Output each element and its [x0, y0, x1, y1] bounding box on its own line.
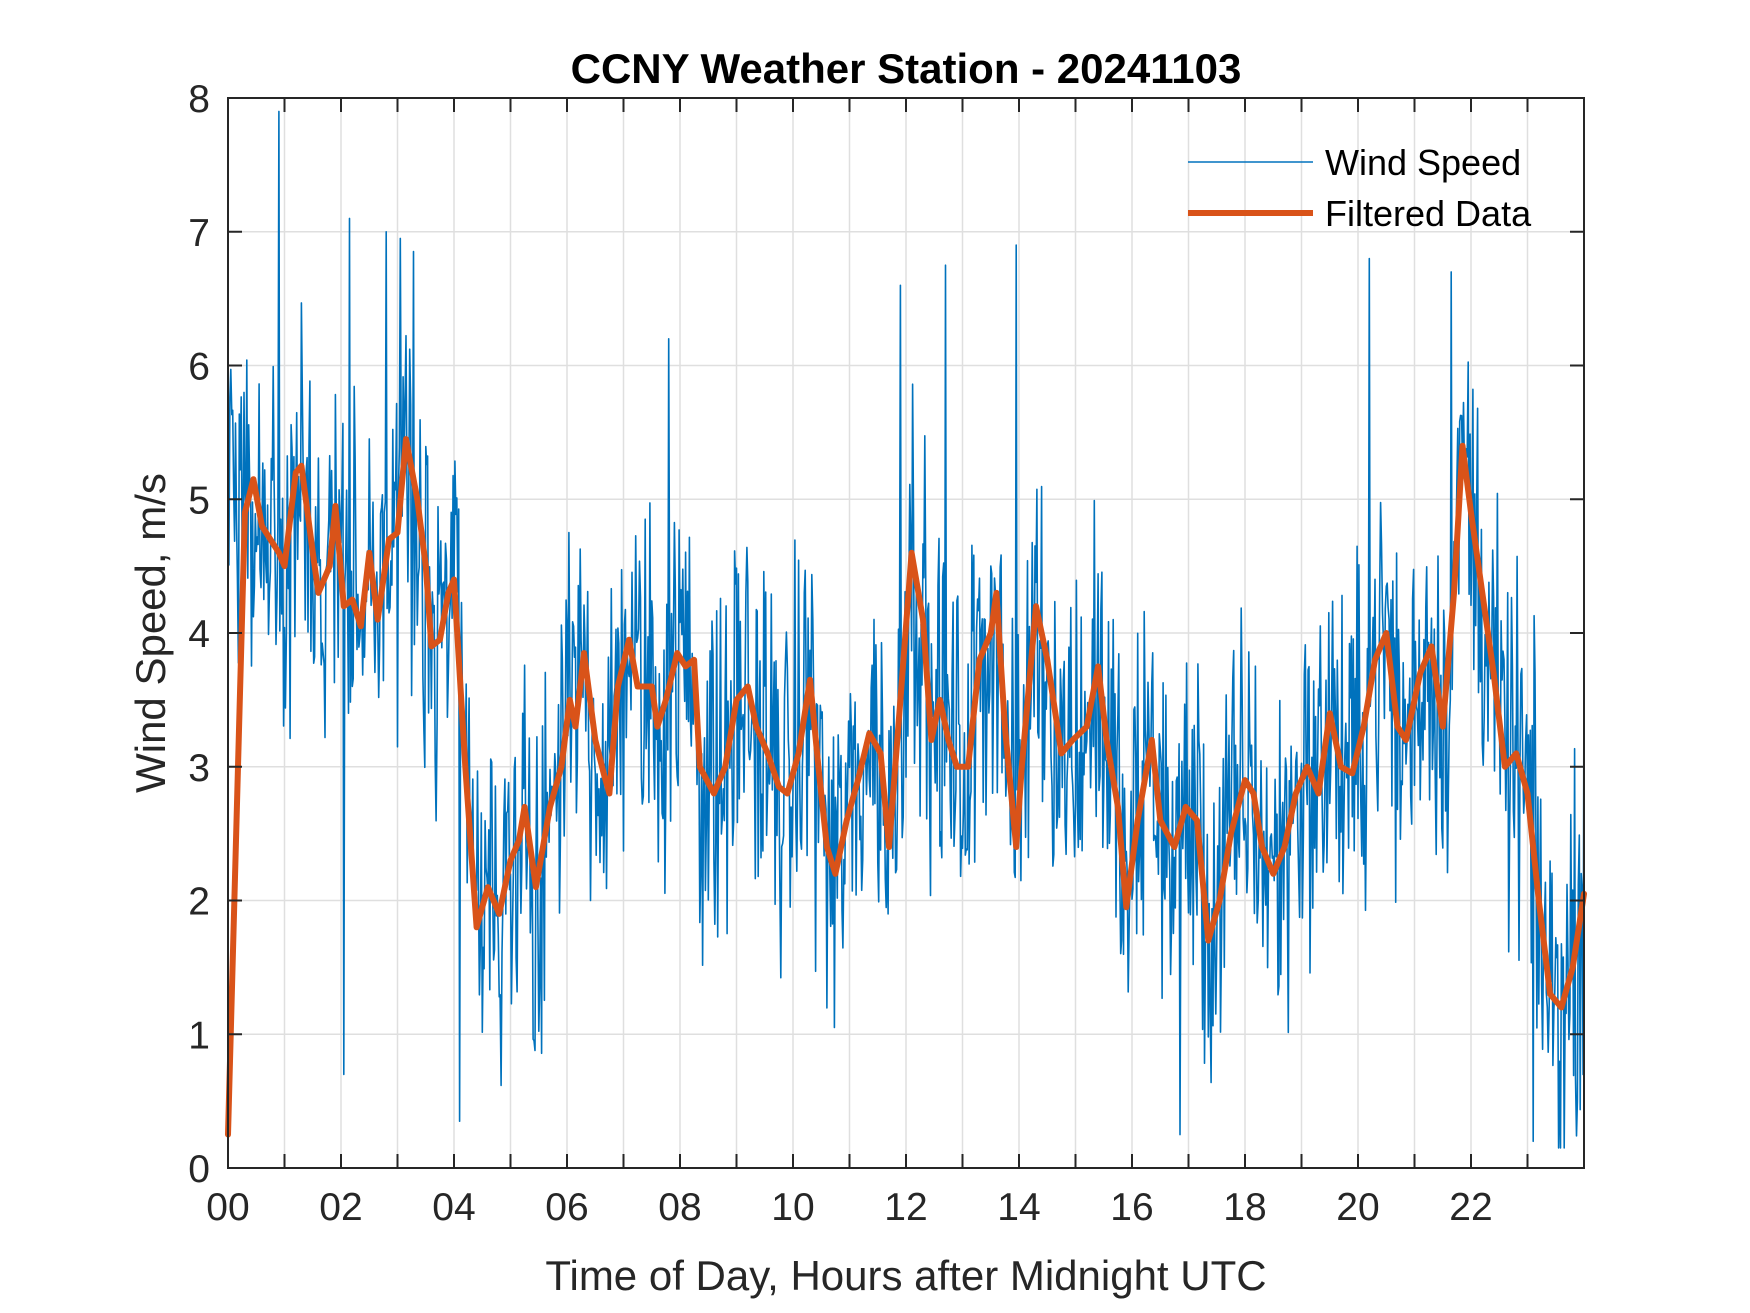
- legend: Wind Speed Filtered Data: [1188, 142, 1532, 234]
- filtered-data-line: [225, 436, 1587, 1138]
- axis-ticks: [228, 97, 1584, 1169]
- x-tick-label: 00: [206, 1186, 249, 1229]
- x-tick-label: 14: [997, 1186, 1040, 1229]
- x-axis-label: Time of Day, Hours after Midnight UTC: [545, 1252, 1266, 1299]
- y-tick-label: 7: [188, 212, 210, 255]
- x-tick-label: 22: [1449, 1186, 1492, 1229]
- y-tick-label: 3: [188, 747, 210, 790]
- y-tick-label: 4: [188, 613, 210, 656]
- y-tick-label: 2: [188, 881, 210, 924]
- y-tick-label: 1: [188, 1014, 210, 1057]
- x-tick-label: 10: [771, 1186, 814, 1229]
- y-axis-label: Wind Speed, m/s: [127, 473, 174, 793]
- x-axis-tick-labels: 00 02 04 06 08 10 12 14 16 18 20 22: [206, 1186, 1492, 1229]
- x-tick-label: 04: [432, 1186, 475, 1229]
- chart-title: CCNY Weather Station - 20241103: [571, 45, 1242, 92]
- y-tick-label: 0: [188, 1148, 210, 1191]
- y-tick-label: 8: [188, 78, 210, 121]
- x-tick-label: 16: [1110, 1186, 1153, 1229]
- legend-label-wind-speed: Wind Speed: [1325, 142, 1521, 183]
- x-tick-label: 18: [1223, 1186, 1266, 1229]
- series-filtered-data: [225, 436, 1587, 1138]
- x-tick-label: 08: [658, 1186, 701, 1229]
- x-tick-label: 06: [545, 1186, 588, 1229]
- legend-label-filtered-data: Filtered Data: [1325, 193, 1532, 234]
- x-tick-label: 20: [1336, 1186, 1379, 1229]
- y-tick-label: 5: [188, 479, 210, 522]
- y-axis-tick-labels: 0 1 2 3 4 5 6 7 8: [188, 78, 210, 1191]
- y-tick-label: 6: [188, 346, 210, 389]
- x-tick-label: 12: [884, 1186, 927, 1229]
- x-tick-label: 02: [319, 1186, 362, 1229]
